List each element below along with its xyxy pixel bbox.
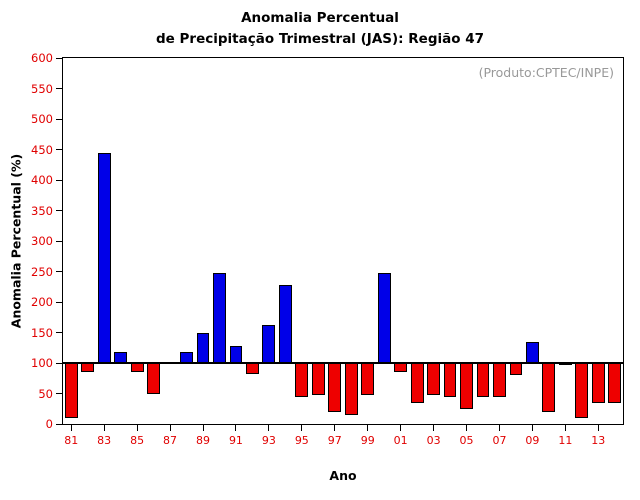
- x-tick-label: 97: [327, 434, 342, 447]
- y-tick: [56, 301, 63, 303]
- bar-96: [311, 363, 325, 395]
- x-tick: [466, 424, 468, 431]
- x-tick-label: 93: [261, 434, 276, 447]
- bar-90: [213, 273, 226, 363]
- x-tick: [169, 424, 171, 431]
- bar-04: [443, 363, 457, 397]
- bar-86: [147, 363, 160, 394]
- bar-97: [328, 363, 342, 412]
- chart-title-line2: de Precipitação Trimestral (JAS): Região…: [156, 30, 484, 47]
- y-tick-label: 100: [31, 356, 53, 370]
- y-tick: [56, 332, 63, 333]
- bar-05: [460, 363, 473, 409]
- x-tick: [136, 424, 138, 431]
- bar-01: [394, 363, 408, 373]
- bar-10: [542, 363, 556, 412]
- x-tick: [103, 424, 105, 431]
- x-tick: [400, 424, 402, 431]
- bar-03: [427, 363, 440, 395]
- bar-94: [278, 284, 292, 363]
- bar-89: [196, 332, 210, 363]
- x-tick-label: 87: [163, 434, 178, 447]
- bar-81: [64, 363, 78, 418]
- plot-area: (Produto:CPTEC/INPE) 0 50 100 150 200 250 300 3…: [31, 51, 624, 447]
- y-tick-label: 400: [31, 173, 53, 187]
- y-tick: [56, 88, 63, 89]
- x-tick-label: 13: [591, 434, 606, 447]
- bar-02: [410, 363, 424, 403]
- y-tick: [56, 393, 63, 394]
- x-tick: [531, 424, 533, 431]
- x-tick-label: 81: [64, 434, 79, 447]
- bar-83: [97, 152, 111, 363]
- y-tick: [56, 118, 63, 120]
- x-tick: [564, 424, 566, 431]
- bar-14: [608, 363, 622, 403]
- x-tick: [597, 424, 599, 431]
- bar-07: [493, 363, 506, 397]
- y-tick: [56, 149, 63, 150]
- x-tick-label: 95: [294, 434, 309, 447]
- bar-91: [229, 345, 243, 363]
- y-tick-label: 450: [31, 142, 53, 157]
- bar-85: [130, 363, 144, 373]
- y-tick-label: 300: [31, 234, 53, 248]
- source-annotation: (Produto:CPTEC/INPE): [478, 65, 614, 80]
- baseline-100: [63, 362, 623, 364]
- y-tick: [56, 362, 63, 364]
- chart-title: Anomalia Percentual de Precipitação Trim…: [0, 8, 640, 50]
- bar-92: [245, 363, 259, 374]
- bar-09: [525, 341, 539, 363]
- x-tick-label: 01: [393, 434, 408, 447]
- bar-95: [295, 363, 309, 397]
- x-tick: [301, 424, 303, 431]
- y-tick: [56, 57, 63, 59]
- bar-82: [81, 363, 95, 373]
- x-tick: [367, 424, 369, 431]
- y-tick-label: 50: [38, 386, 53, 401]
- x-axis-label: Ano: [329, 468, 357, 483]
- y-tick-label: 200: [31, 295, 53, 309]
- bar-08: [509, 363, 523, 376]
- x-tick: [498, 424, 500, 431]
- x-tick: [433, 424, 435, 431]
- x-tick-label: 99: [360, 434, 375, 447]
- bar-12: [575, 363, 589, 418]
- x-tick-label: 07: [492, 434, 507, 447]
- bar-13: [591, 363, 605, 403]
- y-tick-label: 350: [31, 203, 53, 218]
- x-tick: [268, 424, 270, 431]
- y-tick: [56, 240, 63, 242]
- bar-00: [377, 272, 391, 363]
- y-tick: [56, 210, 63, 211]
- bar-98: [344, 363, 358, 415]
- x-tick-label: 11: [558, 434, 573, 447]
- x-tick-label: 03: [426, 434, 441, 447]
- x-tick: [202, 424, 204, 431]
- chart-title-line1: Anomalia Percentual: [241, 10, 399, 26]
- y-tick-label: 250: [31, 264, 53, 279]
- x-tick-label: 83: [97, 434, 112, 447]
- y-tick-label: 600: [31, 51, 53, 65]
- x-tick: [235, 424, 237, 431]
- x-tick: [334, 424, 336, 431]
- y-tick: [56, 423, 63, 425]
- y-tick-label: 500: [31, 112, 53, 126]
- x-tick-label: 05: [459, 434, 474, 447]
- x-tick-label: 91: [228, 434, 243, 447]
- x-tick: [70, 424, 72, 431]
- y-tick-label: 150: [31, 325, 53, 340]
- bar-93: [262, 325, 276, 363]
- bar-99: [361, 363, 375, 395]
- y-tick-label: 0: [45, 417, 53, 431]
- x-tick-label: 89: [196, 434, 210, 447]
- bar-06: [476, 363, 490, 397]
- x-tick-label: 85: [130, 434, 145, 447]
- y-tick-label: 550: [31, 81, 53, 96]
- y-tick: [56, 271, 63, 272]
- x-tick-label: 09: [525, 434, 540, 447]
- y-tick: [56, 179, 63, 181]
